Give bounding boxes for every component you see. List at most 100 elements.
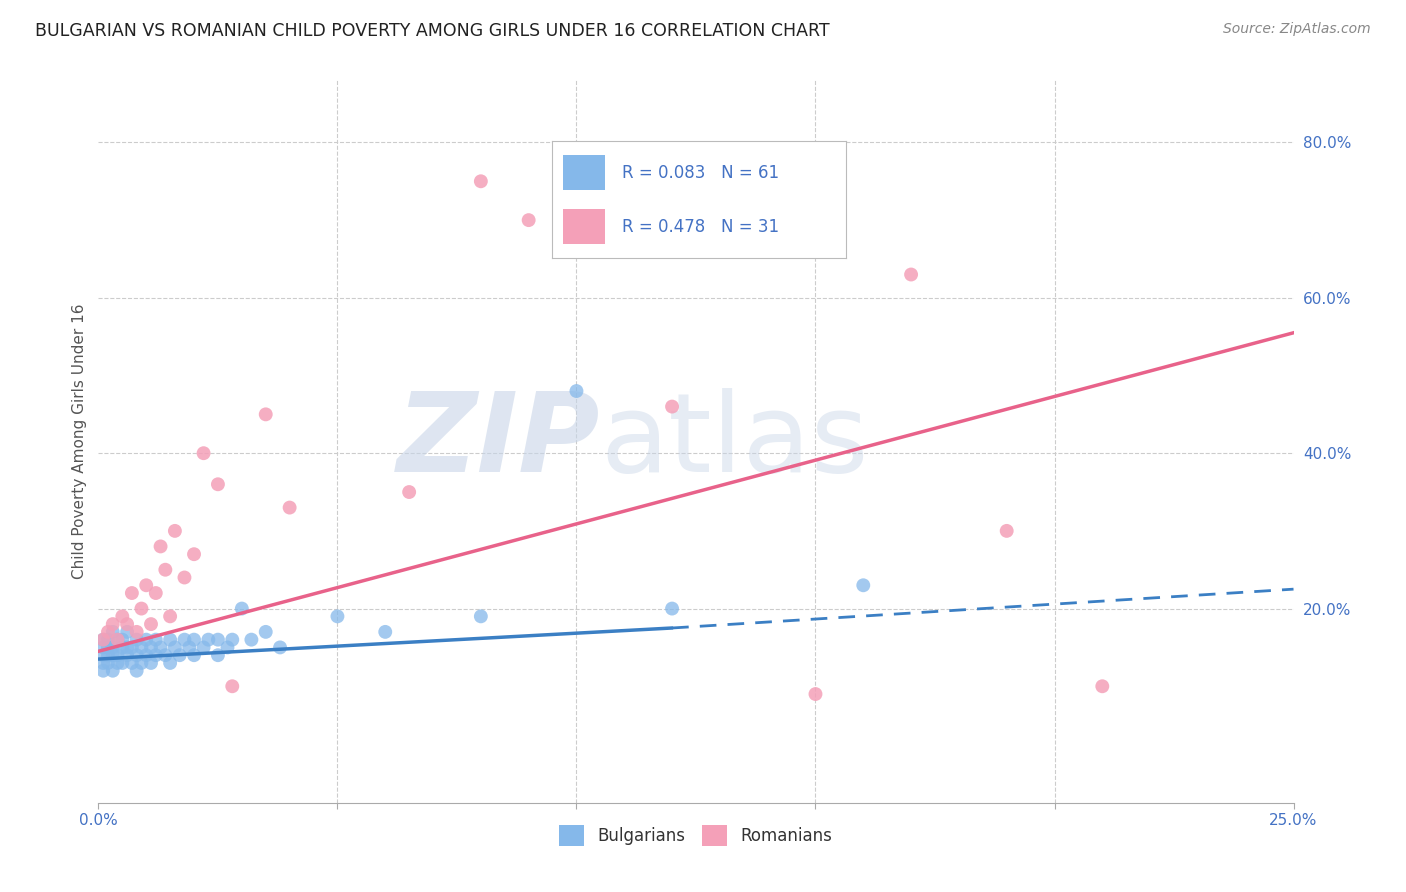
Point xyxy=(217,640,239,655)
Point xyxy=(221,632,243,647)
Point xyxy=(139,656,162,670)
Point xyxy=(254,408,277,422)
Point xyxy=(111,609,134,624)
Text: ZIP: ZIP xyxy=(396,388,600,495)
Point xyxy=(661,400,683,414)
Point xyxy=(183,648,205,663)
Point xyxy=(278,500,301,515)
Point xyxy=(107,632,129,647)
Point xyxy=(101,624,124,639)
Point xyxy=(125,664,148,678)
Point xyxy=(207,477,229,491)
Point xyxy=(125,632,148,647)
Point xyxy=(565,384,588,398)
Point xyxy=(111,632,134,647)
Point xyxy=(107,656,129,670)
Point xyxy=(97,624,120,639)
Point xyxy=(470,609,492,624)
Point xyxy=(91,632,114,647)
Point xyxy=(139,617,162,632)
Point xyxy=(517,213,540,227)
Point xyxy=(115,648,138,663)
Point xyxy=(374,624,396,639)
Point xyxy=(101,648,124,663)
Point xyxy=(91,656,114,670)
Point xyxy=(145,632,167,647)
Point xyxy=(169,648,191,663)
Point xyxy=(145,586,167,600)
Point xyxy=(240,632,263,647)
Point xyxy=(221,679,243,693)
Point xyxy=(173,570,195,584)
Point xyxy=(197,632,219,647)
Legend: Bulgarians, Romanians: Bulgarians, Romanians xyxy=(553,819,839,852)
Point xyxy=(121,586,143,600)
Point xyxy=(900,268,922,282)
Point xyxy=(269,640,291,655)
Point xyxy=(398,485,420,500)
Point xyxy=(97,656,120,670)
Point xyxy=(207,632,229,647)
Text: Source: ZipAtlas.com: Source: ZipAtlas.com xyxy=(1223,22,1371,37)
Point xyxy=(135,578,157,592)
Point xyxy=(183,547,205,561)
Point xyxy=(101,664,124,678)
Point xyxy=(107,648,129,663)
Point xyxy=(155,648,177,663)
Bar xyxy=(564,209,605,244)
Point xyxy=(995,524,1018,538)
Point xyxy=(135,648,157,663)
Point xyxy=(97,648,120,663)
Text: atlas: atlas xyxy=(600,388,869,495)
Point xyxy=(101,617,124,632)
Text: R = 0.083   N = 61: R = 0.083 N = 61 xyxy=(623,164,779,182)
Point xyxy=(179,640,201,655)
Point xyxy=(231,601,253,615)
Point xyxy=(131,656,153,670)
Point xyxy=(115,640,138,655)
Point xyxy=(111,640,134,655)
Point xyxy=(155,563,177,577)
Point xyxy=(91,632,114,647)
Point xyxy=(145,648,167,663)
Point xyxy=(470,174,492,188)
Point xyxy=(97,640,120,655)
Text: R = 0.478   N = 31: R = 0.478 N = 31 xyxy=(623,218,779,235)
Point xyxy=(163,524,186,538)
Point xyxy=(91,664,114,678)
Point xyxy=(139,640,162,655)
Point xyxy=(661,601,683,615)
Point xyxy=(125,648,148,663)
Point xyxy=(107,632,129,647)
Point xyxy=(254,624,277,639)
Point xyxy=(207,648,229,663)
Point xyxy=(326,609,349,624)
Point xyxy=(97,632,120,647)
Y-axis label: Child Poverty Among Girls Under 16: Child Poverty Among Girls Under 16 xyxy=(72,304,87,579)
Point xyxy=(173,632,195,647)
Point xyxy=(193,640,215,655)
Point xyxy=(852,578,875,592)
Point xyxy=(193,446,215,460)
Text: BULGARIAN VS ROMANIAN CHILD POVERTY AMONG GIRLS UNDER 16 CORRELATION CHART: BULGARIAN VS ROMANIAN CHILD POVERTY AMON… xyxy=(35,22,830,40)
Point xyxy=(163,640,186,655)
Point xyxy=(183,632,205,647)
Point xyxy=(159,656,181,670)
Point xyxy=(121,656,143,670)
Point xyxy=(131,640,153,655)
Point xyxy=(804,687,827,701)
Point xyxy=(149,540,172,554)
Point xyxy=(135,632,157,647)
Point xyxy=(91,640,114,655)
Point xyxy=(115,617,138,632)
Point xyxy=(91,648,114,663)
Point xyxy=(159,609,181,624)
Bar xyxy=(564,155,605,190)
Point xyxy=(101,640,124,655)
Point xyxy=(149,640,172,655)
Point xyxy=(125,624,148,639)
Point xyxy=(159,632,181,647)
Point xyxy=(131,601,153,615)
Point xyxy=(1091,679,1114,693)
Point xyxy=(111,656,134,670)
